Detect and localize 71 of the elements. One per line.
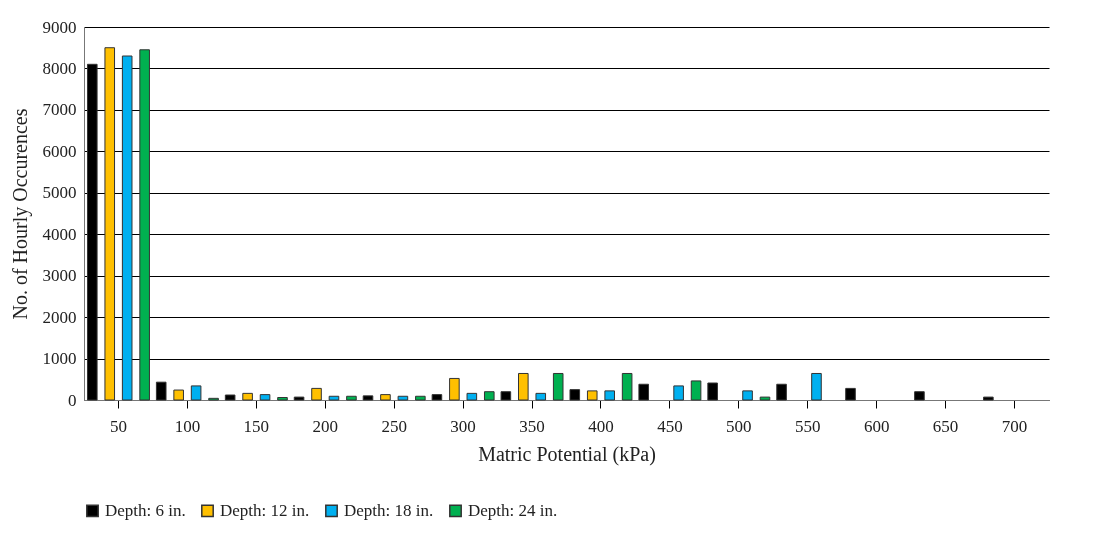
x-tick-label: 150 (243, 416, 270, 436)
bar (277, 397, 288, 401)
legend-label: Depth: 6 in. (105, 500, 186, 520)
x-tick-label: 600 (863, 416, 890, 436)
bar (121, 55, 133, 401)
y-axis-title: No. of Hourly Occurences (8, 108, 32, 320)
bar (586, 390, 598, 401)
bar (328, 395, 340, 401)
y-tick-label: 8000 (42, 58, 77, 78)
bar (638, 383, 650, 401)
legend-label: Depth: 12 in. (220, 500, 310, 520)
bar (431, 394, 443, 401)
bar (362, 395, 374, 401)
bar (104, 47, 116, 401)
y-tick-label: 7000 (42, 100, 77, 120)
bar (500, 391, 512, 401)
bar (914, 391, 925, 401)
bar (604, 390, 615, 401)
bar (518, 372, 529, 401)
y-tick-label: 6000 (42, 141, 77, 161)
bar (155, 381, 167, 401)
bar (845, 387, 856, 401)
bar (535, 392, 547, 401)
y-tick-label: 5000 (42, 183, 77, 203)
x-tick-label: 50 (109, 416, 127, 436)
x-tick-label: 550 (795, 416, 821, 436)
x-tick-label: 450 (657, 416, 683, 436)
y-tick-label: 9000 (42, 17, 77, 37)
x-tick-label: 700 (1001, 416, 1028, 436)
x-tick-label: 350 (519, 416, 545, 436)
legend-label: Depth: 18 in. (344, 500, 434, 520)
bar (397, 395, 409, 401)
bar (173, 389, 184, 401)
bar (983, 396, 994, 401)
bar (293, 396, 305, 401)
bar (759, 396, 771, 401)
bar (621, 372, 633, 401)
bar (811, 372, 822, 401)
bar (415, 395, 426, 401)
x-tick-label: 200 (312, 416, 338, 436)
bar (346, 395, 357, 401)
bar (224, 394, 236, 401)
x-tick-label: 250 (381, 416, 407, 436)
x-axis-title: Matric Potential (kPa) (478, 442, 656, 466)
y-tick-label: 1000 (42, 349, 77, 369)
x-tick-label: 400 (588, 416, 614, 436)
x-tick-label: 300 (450, 416, 476, 436)
x-tick-label: 500 (726, 416, 752, 436)
bar (673, 385, 684, 401)
y-tick-label: 0 (68, 390, 77, 410)
legend-label: Depth: 24 in. (468, 500, 558, 520)
bar (742, 390, 753, 401)
bar (380, 394, 391, 401)
bar (690, 380, 702, 401)
bar (311, 387, 322, 401)
bar (707, 382, 718, 401)
bar (190, 385, 202, 401)
y-tick-label: 3000 (42, 266, 77, 286)
x-tick-label: 100 (174, 416, 201, 436)
y-tick-label: 4000 (42, 224, 77, 244)
bar (242, 392, 253, 401)
bar (259, 394, 271, 401)
x-tick-label: 650 (932, 416, 959, 436)
bar (776, 383, 787, 401)
bar (552, 372, 564, 401)
bar (483, 391, 495, 401)
bar (139, 49, 150, 401)
bar (466, 392, 478, 401)
bar (569, 389, 581, 401)
y-tick-label: 2000 (42, 307, 77, 327)
bar (449, 377, 460, 401)
